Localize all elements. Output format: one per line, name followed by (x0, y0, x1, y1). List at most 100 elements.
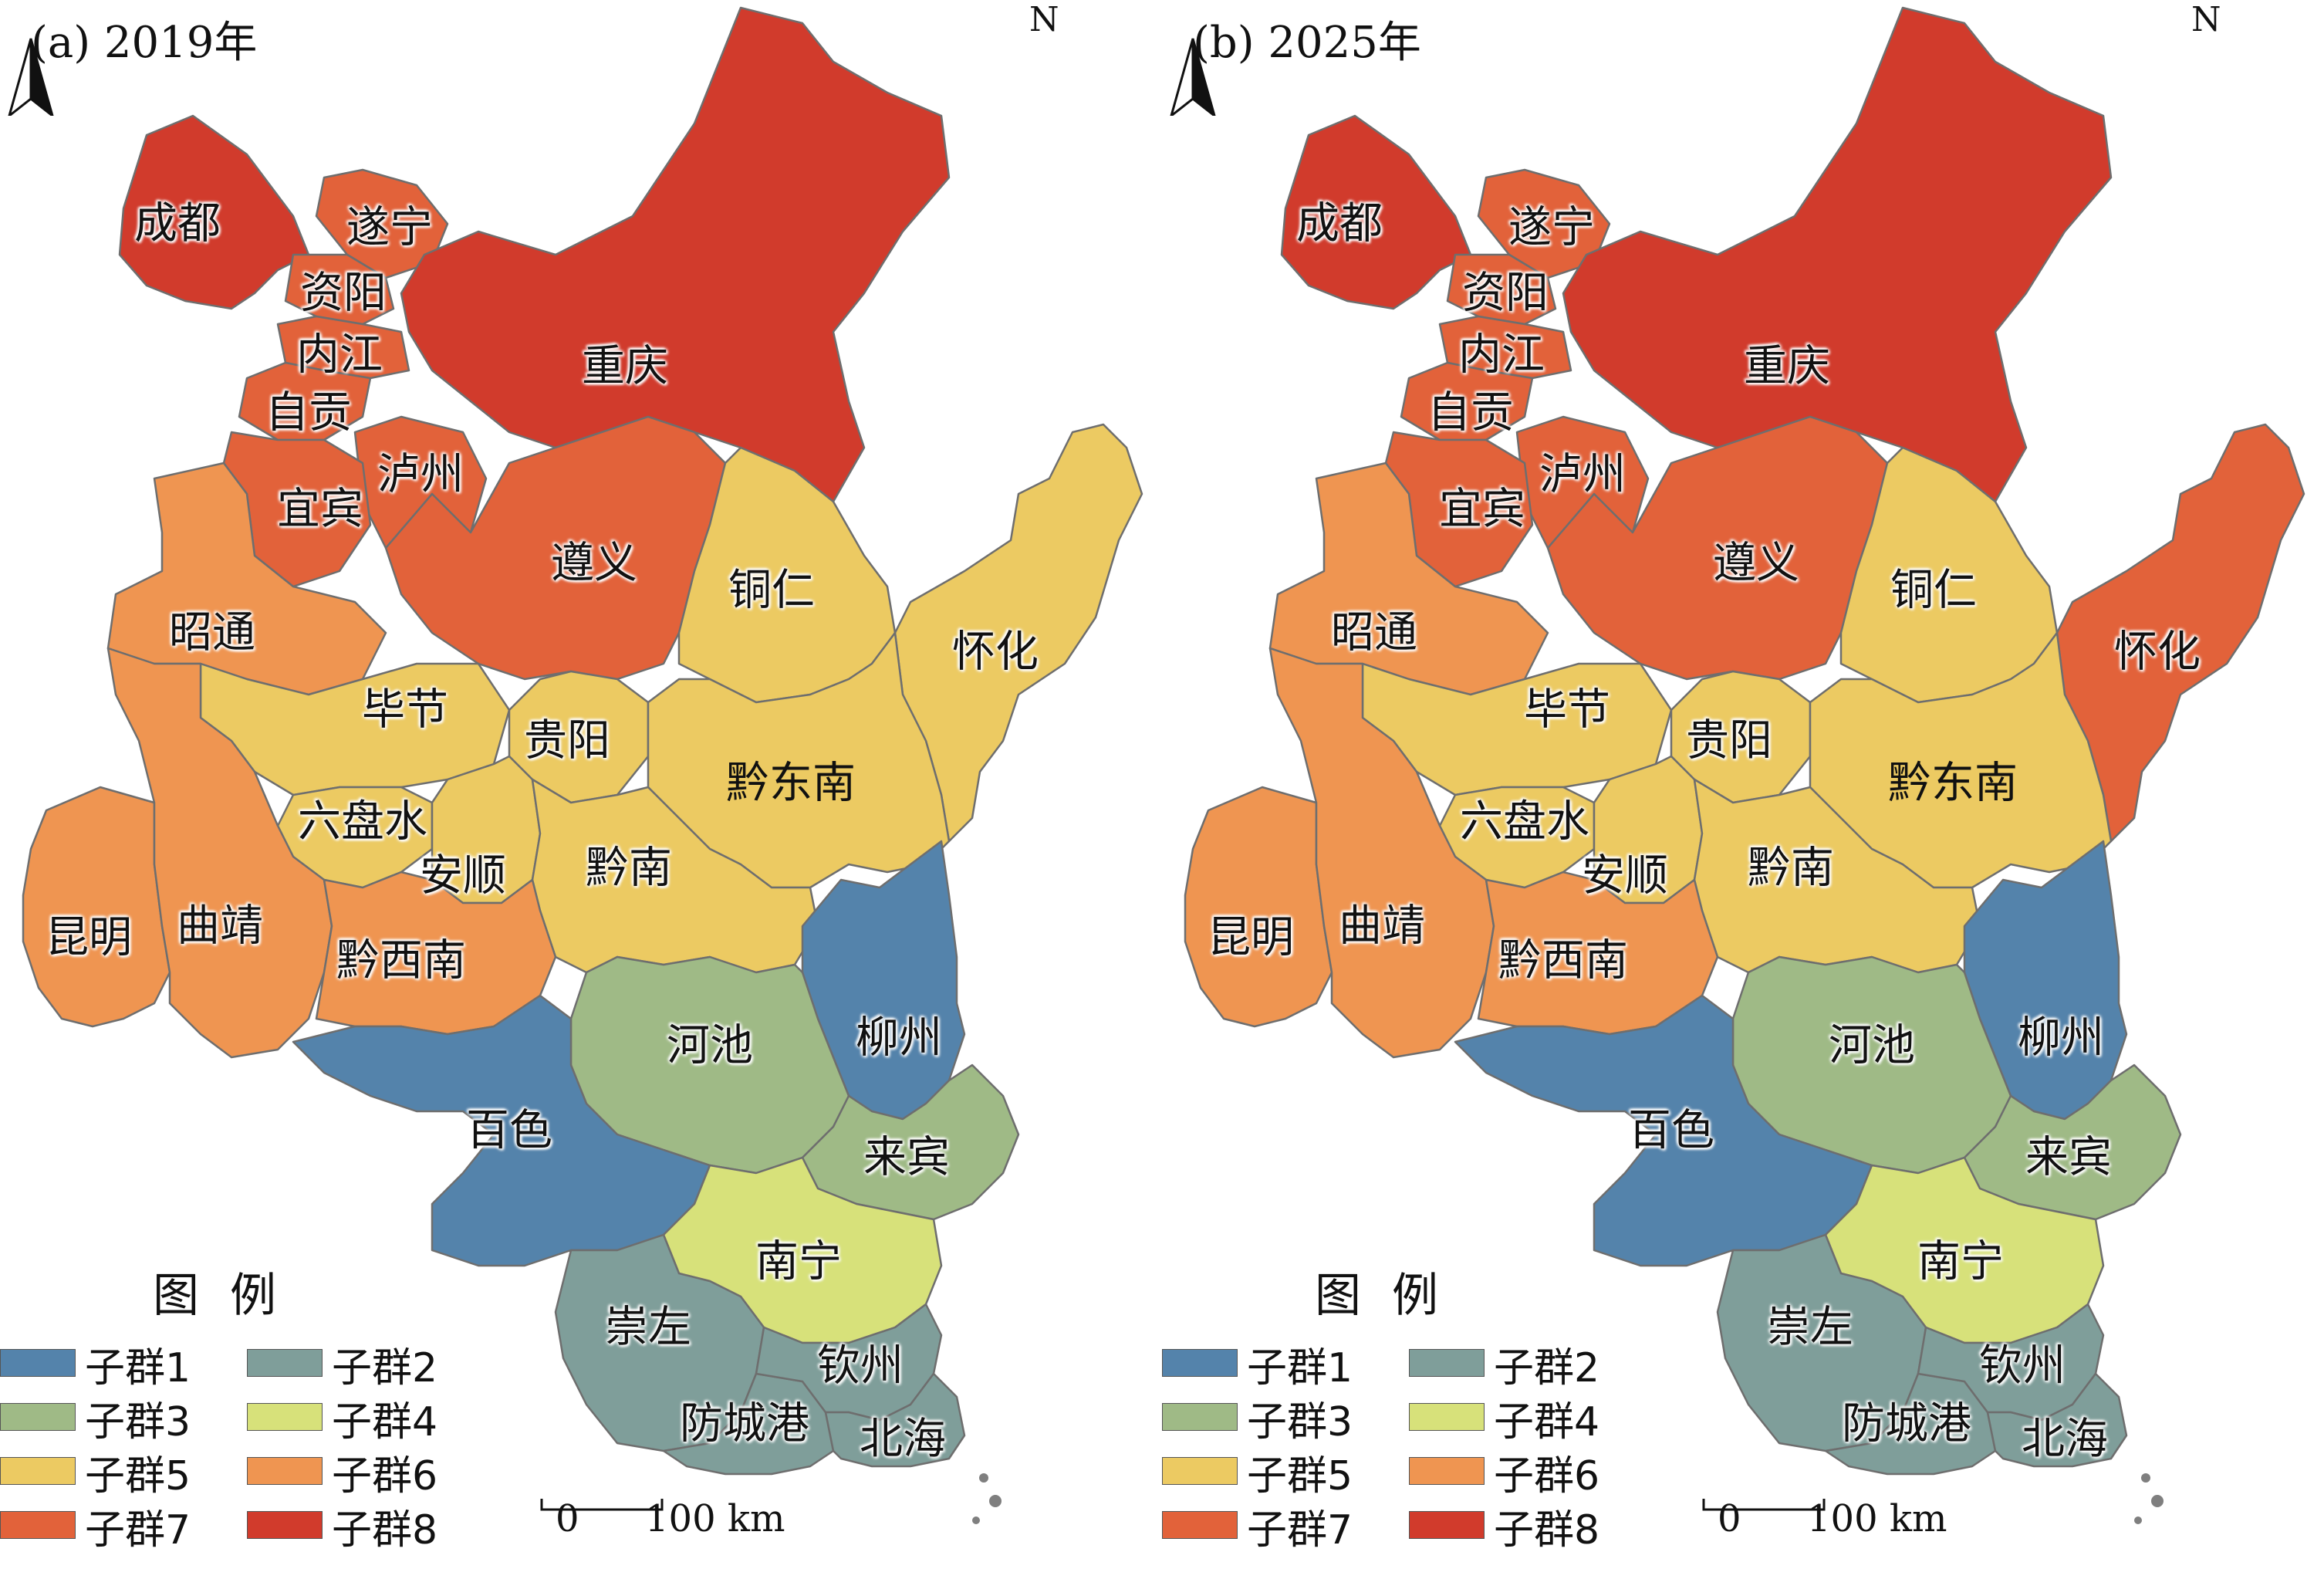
legend-item: 子群5 (0, 1443, 247, 1500)
city-label-自贡: 自贡 (1427, 387, 1514, 438)
north-letter: N (2191, 0, 2221, 39)
legend-label: 子群1 (1247, 1345, 1353, 1391)
region-自贡 (1400, 361, 1534, 441)
island-mark (2141, 1473, 2150, 1483)
scale-bar: 0 100 km (1702, 1497, 1949, 1567)
city-label-河池: 河池 (1829, 1020, 1915, 1071)
legend-swatch (247, 1349, 323, 1377)
city-label-黔西南: 黔西南 (336, 935, 466, 986)
city-label-重庆: 重庆 (1744, 341, 1830, 392)
city-label-昆明: 昆明 (1208, 912, 1294, 963)
city-label-怀化: 怀化 (952, 627, 1039, 678)
region-重庆 (1562, 6, 2113, 503)
legend-swatch (0, 1403, 76, 1431)
scale-bar: 0 100 km (540, 1497, 787, 1567)
legend-swatch (1162, 1457, 1238, 1485)
panel-title: (b) 2025年 (1193, 18, 1421, 68)
legend-label: 子群6 (1494, 1453, 1600, 1500)
legend-label: 子群1 (85, 1345, 191, 1391)
legend-swatch (1409, 1457, 1485, 1485)
city-label-昆明: 昆明 (46, 912, 132, 963)
island-mark (989, 1495, 1002, 1507)
legend-label: 子群3 (1247, 1399, 1353, 1445)
city-label-贵阳: 贵阳 (524, 715, 610, 766)
city-label-内江: 内江 (1458, 330, 1545, 380)
city-label-黔南: 黔南 (1748, 843, 1834, 894)
city-label-安顺: 安顺 (420, 850, 506, 901)
region-自贡 (238, 361, 372, 441)
legend-swatch (1409, 1349, 1485, 1377)
city-label-百色: 百色 (1628, 1105, 1714, 1156)
legend-swatch (247, 1457, 323, 1485)
island-mark (979, 1473, 988, 1483)
legend-swatch (0, 1511, 76, 1539)
legend-label: 子群4 (1494, 1399, 1600, 1445)
legend-item: 子群3 (1162, 1389, 1409, 1445)
city-label-钦州: 钦州 (817, 1341, 904, 1391)
legend-label: 子群8 (332, 1507, 438, 1554)
legend-item: 子群2 (1409, 1335, 1656, 1391)
legend-swatch (247, 1403, 323, 1431)
city-label-六盘水: 六盘水 (298, 796, 427, 847)
city-label-毕节: 毕节 (1524, 685, 1610, 735)
legend-title: 图例 (1315, 1269, 1469, 1323)
city-label-遂宁: 遂宁 (346, 202, 433, 253)
legend-label: 子群6 (332, 1453, 438, 1500)
legend-label: 子群5 (85, 1453, 191, 1500)
city-label-北海: 北海 (860, 1414, 946, 1465)
legend-item: 子群1 (0, 1335, 247, 1391)
city-label-黔西南: 黔西南 (1498, 935, 1628, 986)
city-label-防城港: 防城港 (1842, 1398, 1971, 1449)
panel-title: (a) 2019年 (31, 18, 258, 68)
city-label-南宁: 南宁 (755, 1236, 842, 1287)
legend-item: 子群7 (0, 1497, 247, 1554)
region-黔西南 (1477, 871, 1719, 1036)
legend-swatch (1162, 1511, 1238, 1539)
legend-item: 子群1 (1162, 1335, 1409, 1391)
legend-swatch (1409, 1403, 1485, 1431)
legend-label: 子群5 (1247, 1453, 1353, 1500)
city-label-自贡: 自贡 (265, 387, 352, 438)
city-label-百色: 百色 (466, 1105, 552, 1156)
legend-swatch (1162, 1349, 1238, 1377)
choropleth-map (22, 6, 1143, 1524)
city-label-柳州: 柳州 (856, 1013, 942, 1063)
city-label-内江: 内江 (296, 330, 383, 380)
scale-zero-label: 0 (556, 1497, 579, 1540)
city-label-贵阳: 贵阳 (1686, 715, 1772, 766)
city-label-怀化: 怀化 (2114, 627, 2201, 678)
region-曲靖 (106, 647, 333, 1059)
city-label-成都: 成都 (134, 198, 221, 249)
choropleth-map (1184, 6, 2305, 1524)
city-label-曲靖: 曲靖 (1339, 901, 1425, 952)
legend: 图例子群1 子群2 子群3 子群4 子群5 子群6 子群7 子群8 (1162, 1258, 1656, 1574)
legend-item: 子群6 (247, 1443, 494, 1500)
legend-item: 子群5 (1162, 1443, 1409, 1500)
legend-item: 子群4 (1409, 1389, 1656, 1445)
legend-title: 图例 (153, 1269, 307, 1323)
legend-item: 子群8 (1409, 1497, 1656, 1554)
legend-label: 子群3 (85, 1399, 191, 1445)
city-label-南宁: 南宁 (1917, 1236, 2004, 1287)
city-label-北海: 北海 (2022, 1414, 2108, 1465)
legend-item: 子群7 (1162, 1497, 1409, 1554)
region-资阳 (284, 253, 395, 326)
city-label-重庆: 重庆 (582, 341, 668, 392)
region-成都 (1280, 114, 1472, 310)
city-label-遂宁: 遂宁 (1508, 202, 1595, 253)
city-label-昭通: 昭通 (1331, 607, 1417, 658)
city-label-崇左: 崇左 (1767, 1302, 1853, 1353)
island-mark (972, 1516, 980, 1524)
legend: 图例 子群1 子群2 子群3 子群4 子群5 子群6 子群7 子群8 (0, 1258, 494, 1574)
scale-line (1702, 1499, 1826, 1511)
legend-swatch (1409, 1511, 1485, 1539)
map-panel-2025: (b) 2025年 成都 遂宁 资阳 内江 自贡 泸州 宜宾 重庆 昭通 遵义 铜仁 怀化 毕节 贵阳 黔东南… (1162, 0, 2324, 1579)
city-label-泸州: 泸州 (1539, 449, 1626, 500)
legend-label: 子群2 (1494, 1345, 1600, 1391)
region-曲靖 (1268, 647, 1495, 1059)
legend-label: 子群4 (332, 1399, 438, 1445)
city-label-来宾: 来宾 (2025, 1132, 2112, 1183)
city-label-安顺: 安顺 (1582, 850, 1668, 901)
city-label-崇左: 崇左 (605, 1302, 691, 1353)
